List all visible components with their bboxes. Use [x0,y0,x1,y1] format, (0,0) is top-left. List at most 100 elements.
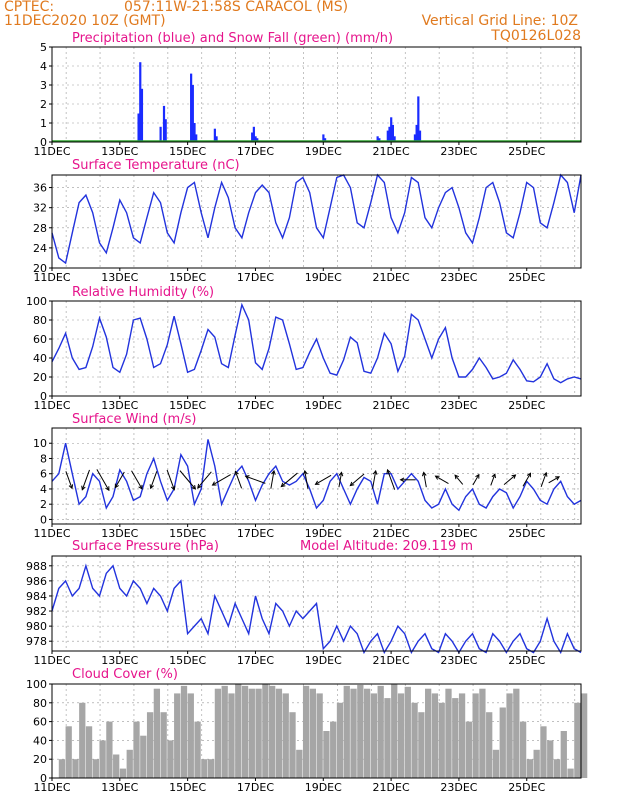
precip-xtick-label: 23DEC [440,145,477,158]
rh-xtick-label: 11DEC [33,399,70,412]
wind-ytick-label: 0 [40,513,47,526]
precip-title: Precipitation (blue) and Snow Fall (gree… [72,31,393,46]
wind-arrow-29 [548,476,561,484]
wind-arrow-21 [421,471,427,488]
cloud-bar-21 [194,721,201,778]
temp-xtick-label: 15DEC [169,271,206,284]
cloud-bar-10 [119,768,127,778]
cloud-bar-40 [323,731,330,778]
cloud-bar-54 [418,712,425,778]
temp-series-line [51,173,582,265]
wind-arrow-5 [149,471,158,490]
temp-xtick-label: 21DEC [373,271,410,284]
wind-xtick-label: 15DEC [169,527,206,540]
precip-ytick-label: 5 [40,41,47,54]
wind-arrow-head [526,472,532,478]
wind-arrow-28 [540,471,548,488]
wind-arrow-11 [244,475,266,484]
wind-arrow-head [170,485,176,491]
wind-arrow-shaft [315,474,332,485]
wind-arrow-shaft [234,471,243,489]
header-init-time: 11DEC2020 10Z (GMT) [4,13,166,29]
wind-xtick-label: 11DEC [33,527,70,540]
wind-arrow-head [475,473,480,479]
cloud-bar-7 [99,740,106,778]
cloud-bar-33 [275,688,283,778]
cloud-xtick-label: 13DEC [101,781,138,794]
cloud-bar-14 [146,712,154,778]
cloud-bar-71 [533,749,540,778]
precip-ytick-label: 2 [40,98,47,111]
wind-frame [51,427,582,525]
cloud-bar-8 [106,721,113,778]
cloud-bar-47 [370,693,378,778]
rh-xtick-label: 13DEC [101,399,138,412]
precip-bar-0-26 [415,124,418,142]
precip-bar-0-11 [215,136,218,142]
precip-bar-0-21 [388,126,391,142]
wind-arrow-shaft [179,470,196,490]
wind-arrow-head [421,471,427,477]
cloud-bar-19 [180,685,188,778]
wind-arrow-23 [454,474,464,485]
wind-arrow-head [338,471,344,477]
rh-xtick-label: 25DEC [508,399,545,412]
precip-bar-0-8 [193,123,196,142]
pres-xtick-label: 21DEC [373,654,410,667]
cloud-bar-23 [207,759,215,778]
header-location: 057:11W-21:58S CARACOL (MS) [124,0,349,15]
precip-bar-0-2 [140,88,144,142]
precip-xtick-label: 15DEC [169,145,206,158]
cloud-bar-3 [72,759,79,778]
wind-arrow-head [349,481,355,487]
wind-arrow-shaft [423,472,427,488]
precip-bar-0-23 [391,124,394,142]
cloud-bar-18 [174,693,181,778]
wind-arrow-shaft [96,469,110,491]
cloud-bar-62 [472,693,479,778]
wind-arrow-head [149,484,155,490]
wind-arrow-12 [270,469,276,489]
cloud-bar-64 [486,712,493,778]
cloud-bar-72 [540,726,547,778]
cloud-bar-6 [92,759,99,778]
precip-bar-0-10 [213,128,216,142]
cloud-bar-16 [160,712,167,778]
precip-bar-0-1 [139,62,142,143]
wind-arrow-head [271,469,276,475]
cloud-bar-46 [363,688,371,778]
wind-arrow-shaft [150,471,158,489]
precip-bar-0-14 [254,136,257,142]
rh-xtick-label: 23DEC [440,399,477,412]
precip-xtick-label: 13DEC [101,145,138,158]
cloud-title: Cloud Cover (%) [72,667,178,682]
temp-xtick-label: 25DEC [508,271,545,284]
temp-xtick-label: 11DEC [33,271,70,284]
precip-bar-0-3 [159,126,162,142]
pres-xtick-label: 15DEC [169,654,206,667]
wind-arrow-shaft [503,474,516,486]
wind-arrow-shaft [540,472,547,488]
wind-xtick-label: 13DEC [101,527,138,540]
wind-arrow-10 [234,470,243,489]
wind-arrow-16 [338,471,344,488]
wind-arrow-27 [522,472,532,487]
precip-ytick-label: 0 [40,136,47,149]
temp-xtick-label: 13DEC [101,271,138,284]
rh-xtick-label: 21DEC [373,399,410,412]
cloud-bar-12 [133,721,140,778]
wind-arrow-head [555,476,561,481]
wind-arrow-shaft [65,471,73,489]
cloud-bar-50 [391,684,398,778]
cloud-xtick-label: 11DEC [33,781,70,794]
pres-xtick-label: 19DEC [305,654,342,667]
precip-xtick-label: 25DEC [508,145,545,158]
precip-bar-0-0 [137,113,140,142]
wind-title: Surface Wind (m/s) [72,412,196,427]
pres-series-line [51,563,582,655]
wind-arrow-head [105,486,110,492]
precip-bar-0-27 [417,96,420,142]
cloud-bar-1 [58,759,66,778]
cloud-bar-44 [350,688,357,778]
cloud-bar-67 [506,693,513,778]
